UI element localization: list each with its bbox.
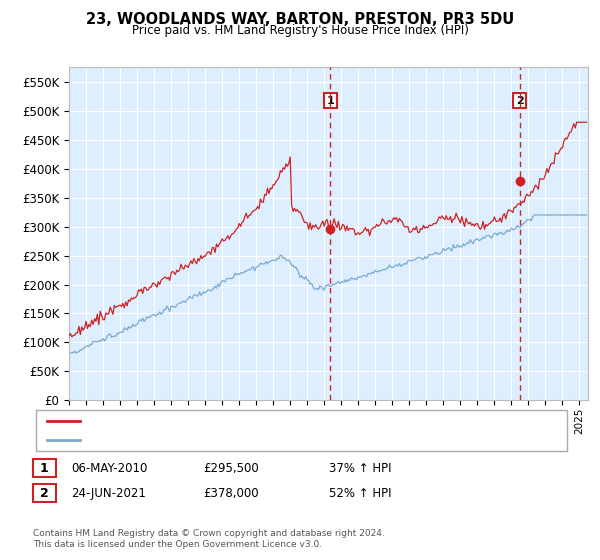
Text: 2: 2 xyxy=(40,487,49,500)
Text: 1: 1 xyxy=(326,96,334,105)
Text: 23, WOODLANDS WAY, BARTON, PRESTON, PR3 5DU (detached house): 23, WOODLANDS WAY, BARTON, PRESTON, PR3 … xyxy=(86,417,479,426)
Text: Price paid vs. HM Land Registry's House Price Index (HPI): Price paid vs. HM Land Registry's House … xyxy=(131,24,469,36)
Text: 06-MAY-2010: 06-MAY-2010 xyxy=(71,461,147,475)
Text: 1: 1 xyxy=(40,461,49,475)
Text: 52% ↑ HPI: 52% ↑ HPI xyxy=(329,487,391,500)
Text: 2: 2 xyxy=(516,96,523,105)
Text: 24-JUN-2021: 24-JUN-2021 xyxy=(71,487,146,500)
Text: HPI: Average price, detached house, Preston: HPI: Average price, detached house, Pres… xyxy=(86,435,334,445)
Text: 37% ↑ HPI: 37% ↑ HPI xyxy=(329,461,391,475)
Text: £295,500: £295,500 xyxy=(203,461,259,475)
Text: £378,000: £378,000 xyxy=(203,487,259,500)
Text: 23, WOODLANDS WAY, BARTON, PRESTON, PR3 5DU: 23, WOODLANDS WAY, BARTON, PRESTON, PR3 … xyxy=(86,12,514,27)
Text: Contains HM Land Registry data © Crown copyright and database right 2024.
This d: Contains HM Land Registry data © Crown c… xyxy=(33,529,385,549)
